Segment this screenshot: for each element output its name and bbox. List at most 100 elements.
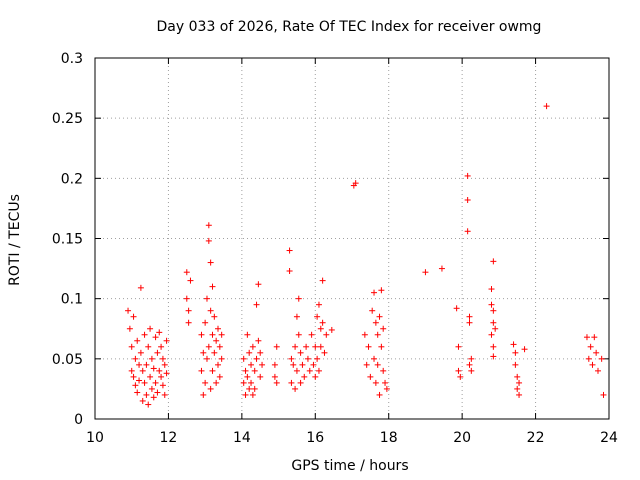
data-point: [203, 295, 210, 302]
data-point: [249, 343, 256, 350]
data-point: [200, 391, 207, 398]
data-point: [205, 343, 212, 350]
data-point: [145, 343, 152, 350]
data-point: [213, 337, 220, 344]
data-point: [161, 361, 168, 368]
data-point: [488, 331, 495, 338]
data-point: [383, 385, 390, 392]
data-point: [216, 343, 223, 350]
data-point: [490, 343, 497, 350]
data-point: [185, 319, 192, 326]
data-point: [585, 355, 592, 362]
data-point: [455, 367, 462, 374]
data-point: [286, 267, 293, 274]
data-point: [271, 361, 278, 368]
data-point: [273, 343, 280, 350]
data-point: [376, 391, 383, 398]
data-point: [132, 355, 139, 362]
data-point: [361, 331, 368, 338]
data-point: [372, 379, 379, 386]
x-tick-label: 16: [306, 430, 324, 446]
data-point: [589, 361, 596, 368]
data-point: [152, 334, 159, 341]
data-point: [242, 391, 249, 398]
data-point: [253, 355, 260, 362]
data-point: [314, 313, 321, 320]
x-tick-label: 24: [600, 430, 618, 446]
data-point: [315, 301, 322, 308]
data-point: [257, 373, 264, 380]
y-tick-label: 0.1: [61, 292, 83, 308]
data-point: [255, 337, 262, 344]
data-point: [213, 379, 220, 386]
data-point: [134, 337, 141, 344]
data-point: [143, 361, 150, 368]
data-point: [209, 367, 216, 374]
data-point: [207, 307, 214, 314]
data-point: [514, 385, 521, 392]
data-point: [154, 389, 161, 396]
data-point: [185, 307, 192, 314]
data-point: [198, 331, 205, 338]
grid-lines: [95, 58, 609, 419]
data-point: [490, 258, 497, 265]
data-point: [158, 373, 165, 380]
x-tick-label: 12: [160, 430, 178, 446]
data-point: [466, 313, 473, 320]
x-tick-label: 10: [86, 430, 104, 446]
data-point: [314, 355, 321, 362]
data-point: [286, 247, 293, 254]
data-points: [125, 103, 607, 408]
data-point: [323, 331, 330, 338]
data-point: [251, 385, 258, 392]
data-point: [205, 222, 212, 229]
data-point: [372, 319, 379, 326]
data-point: [380, 367, 387, 374]
data-point: [207, 259, 214, 266]
x-tick-label: 14: [233, 430, 251, 446]
data-point: [163, 370, 170, 377]
data-point: [248, 361, 255, 368]
data-point: [319, 319, 326, 326]
data-point: [514, 373, 521, 380]
axis-ticks: 10 12 14 16 18 20 22 24 0 0.05 0.1 0.15 0.2 0.25 0.3: [52, 51, 618, 446]
data-point: [488, 286, 495, 293]
y-tick-label: 0.15: [52, 232, 83, 248]
data-point: [156, 329, 163, 336]
data-point: [382, 379, 389, 386]
data-point: [218, 331, 225, 338]
data-point: [141, 379, 148, 386]
data-point: [248, 379, 255, 386]
y-tick-label: 0: [74, 412, 83, 428]
data-point: [159, 382, 166, 389]
data-point: [438, 265, 445, 272]
data-point: [468, 355, 475, 362]
data-point: [143, 391, 150, 398]
data-point: [376, 313, 383, 320]
data-point: [150, 365, 157, 372]
data-point: [466, 319, 473, 326]
data-point: [130, 373, 137, 380]
data-point: [251, 367, 258, 374]
data-point: [308, 331, 315, 338]
data-point: [488, 301, 495, 308]
data-point: [218, 355, 225, 362]
data-point: [183, 295, 190, 302]
data-point: [209, 283, 216, 290]
data-point: [145, 401, 152, 408]
data-point: [242, 367, 249, 374]
data-point: [422, 269, 429, 276]
data-point: [156, 367, 163, 374]
data-point: [136, 361, 143, 368]
data-point: [598, 355, 605, 362]
data-point: [295, 295, 302, 302]
data-point: [202, 379, 209, 386]
data-point: [214, 361, 221, 368]
data-point: [464, 196, 471, 203]
x-tick-label: 22: [527, 430, 545, 446]
data-point: [303, 343, 310, 350]
data-point: [490, 353, 497, 360]
data-point: [304, 355, 311, 362]
data-point: [147, 373, 154, 380]
data-point: [163, 337, 170, 344]
